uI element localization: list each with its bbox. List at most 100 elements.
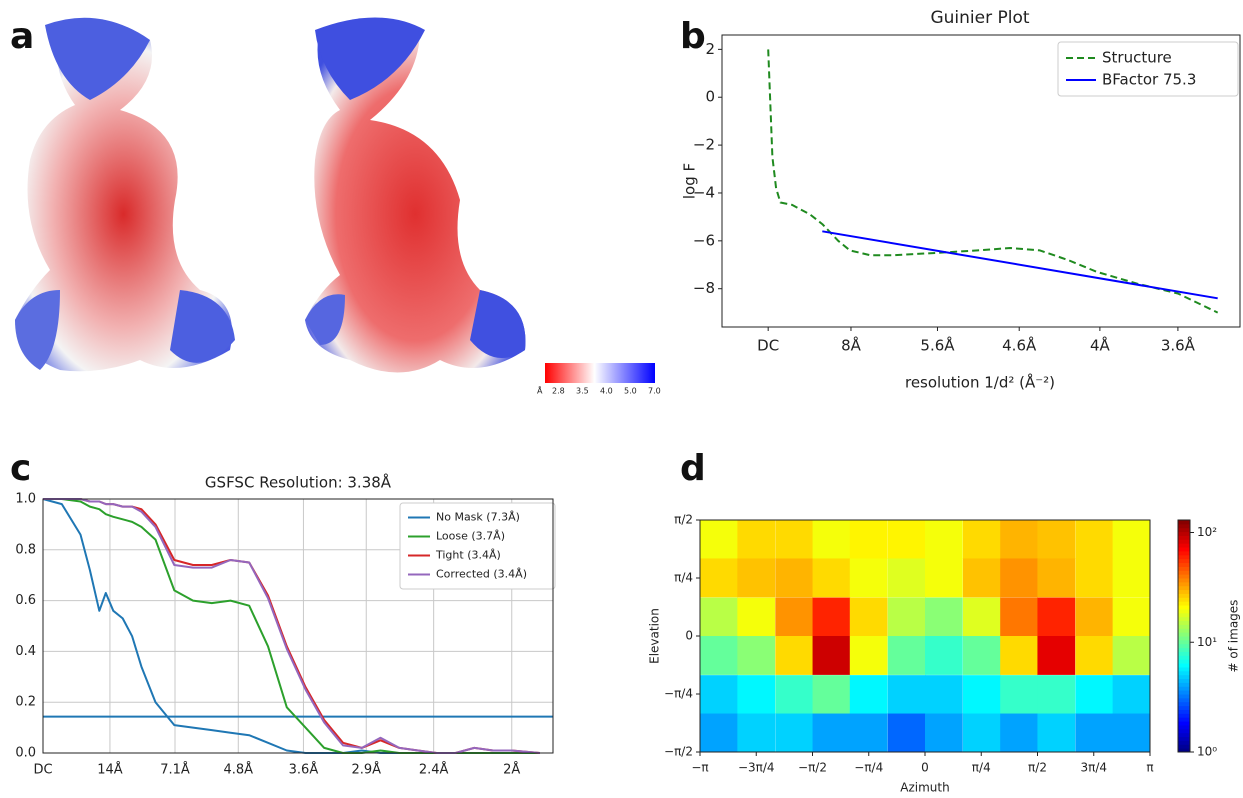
- heat-cell: [1112, 675, 1151, 715]
- series-line: [767, 49, 1219, 314]
- x-tick-label: −π: [691, 761, 708, 775]
- colorbar-segment: [1178, 690, 1190, 695]
- chart-title: Guinier Plot: [930, 8, 1029, 28]
- y-tick-label: −π/4: [664, 687, 693, 701]
- y-tick-label: 0: [685, 629, 693, 643]
- heat-cell: [812, 675, 851, 715]
- colorbar-segment: [1178, 740, 1190, 745]
- heat-cell: [887, 520, 926, 559]
- x-axis-label: resolution 1/d² (Å⁻²): [905, 373, 1055, 392]
- x-tick-label: π/2: [1028, 761, 1047, 775]
- heat-cell: [812, 636, 851, 675]
- heat-cell: [849, 558, 888, 598]
- colorbar-segment: [1178, 639, 1190, 645]
- colorbar-tick-label: 10⁰: [1197, 745, 1217, 759]
- colorbar-segment: [1178, 562, 1190, 567]
- x-tick-label: 3.6Å: [289, 762, 319, 778]
- colorbar-segment: [1178, 581, 1190, 587]
- heat-cell: [737, 636, 776, 675]
- colorbar-segment: [1178, 709, 1190, 714]
- x-tick-label: 4.6Å: [1002, 336, 1037, 355]
- colorbar-segment: [1178, 620, 1190, 625]
- heat-cell: [925, 520, 963, 559]
- x-tick-label: −π/4: [854, 761, 883, 775]
- heat-cell: [1112, 713, 1151, 753]
- heat-cell: [775, 558, 814, 598]
- heat-cell: [1000, 597, 1038, 637]
- colorbar-segment: [1178, 663, 1190, 668]
- colorbar-segment: [1178, 566, 1190, 571]
- x-tick-label: 2.9Å: [351, 762, 381, 778]
- x-tick-label: 3.6Å: [1161, 336, 1196, 355]
- heat-cell: [962, 675, 1001, 715]
- legend-label: No Mask (7.3Å): [436, 511, 520, 524]
- heat-cell: [700, 636, 738, 675]
- heat-cell: [812, 520, 851, 559]
- y-axis-label: Elevation: [648, 608, 662, 664]
- heat-cell: [925, 675, 963, 715]
- legend-label: Corrected (3.4Å): [436, 568, 527, 581]
- colorbar-segment: [1178, 539, 1190, 544]
- legend-box: [1057, 41, 1239, 97]
- colorbar-segment: [1178, 589, 1190, 594]
- colorbar-segment: [1178, 593, 1190, 598]
- y-tick-label: −8: [693, 279, 715, 297]
- heat-cell: [1075, 636, 1114, 675]
- colorbar-segment: [1178, 547, 1190, 552]
- colorbar-segment: [1178, 748, 1190, 753]
- heat-cell: [1000, 675, 1038, 715]
- heat-cell: [925, 597, 963, 637]
- colorbar-segment: [1178, 597, 1190, 602]
- plot-frame: [699, 519, 1151, 753]
- heat-cell: [849, 597, 888, 637]
- x-tick-label: 2.4Å: [419, 762, 449, 778]
- plot-frame: [721, 34, 1241, 328]
- colorbar-segment: [1178, 616, 1190, 622]
- heat-cell: [1037, 713, 1076, 753]
- colorbar-segment: [1178, 724, 1190, 730]
- heat-cell: [849, 675, 888, 715]
- heat-cell: [887, 636, 926, 675]
- heat-cell: [1112, 558, 1151, 598]
- x-tick-label: 8Å: [841, 336, 862, 355]
- legend-label: Structure: [1102, 49, 1172, 67]
- y-tick-label: −π/2: [664, 745, 693, 759]
- x-tick-label: DC: [33, 763, 52, 778]
- heat-cell: [1037, 675, 1076, 715]
- colorbar-segment: [1178, 624, 1190, 629]
- colorbar-segment: [1178, 570, 1190, 575]
- heat-cell: [737, 597, 776, 637]
- x-tick-label: π/4: [972, 761, 991, 775]
- heat-cell: [775, 713, 814, 753]
- heat-cell: [962, 558, 1001, 598]
- heat-cell: [700, 597, 738, 637]
- colorbar-segment: [1178, 523, 1190, 529]
- colorbar-segment: [1178, 682, 1190, 687]
- colorbar-segment: [1178, 728, 1190, 734]
- y-tick-label: 0.4: [15, 644, 36, 659]
- heat-cell: [1037, 636, 1076, 675]
- colorbar-segment: [1178, 659, 1190, 664]
- heat-cell: [1000, 520, 1038, 559]
- x-tick-label: −π/2: [798, 761, 827, 775]
- heat-cell: [700, 713, 738, 753]
- x-tick-label: 4Å: [1090, 336, 1111, 355]
- heat-cell: [700, 520, 738, 559]
- heat-cell: [737, 675, 776, 715]
- colorbar-segment: [1178, 701, 1190, 707]
- y-tick-label: 0.6: [15, 593, 36, 608]
- x-tick-label: 4.8Å: [223, 762, 253, 778]
- colorbar-segment: [1178, 605, 1190, 610]
- colorbar-segment: [1178, 543, 1190, 548]
- legend-label: Tight (3.4Å): [435, 549, 501, 562]
- plot-frame: [42, 498, 554, 754]
- colorbar-segment: [1178, 686, 1190, 691]
- colorbar-segment: [1178, 574, 1190, 579]
- colorbar-segment: [1178, 520, 1190, 525]
- colorbar-segment: [1178, 666, 1190, 672]
- colorbar-segment: [1178, 632, 1190, 637]
- heat-cell: [1112, 520, 1151, 559]
- heat-cell: [1037, 520, 1076, 559]
- heat-cell: [1075, 713, 1114, 753]
- x-tick-label: π: [1146, 761, 1153, 775]
